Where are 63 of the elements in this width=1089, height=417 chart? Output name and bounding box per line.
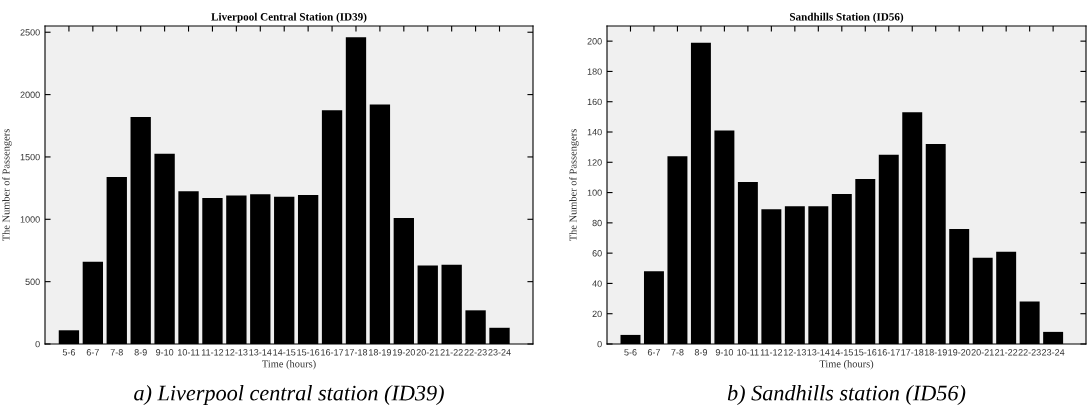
chart-title: Sandhills Station (ID56) (789, 12, 904, 23)
x-tick-label: 7-8 (110, 349, 123, 356)
x-tick-label: 20-21 (971, 349, 994, 356)
y-tick-label: 1000 (20, 216, 40, 223)
x-tick-label: 15-16 (854, 349, 877, 356)
x-tick-label: 6-7 (86, 349, 99, 356)
y-tick-label: 120 (587, 159, 602, 166)
x-tick-label: 16-17 (877, 349, 900, 356)
y-tick-label: 1500 (20, 153, 40, 161)
y-tick-label: 40 (592, 280, 602, 287)
x-tick-label: 8-9 (134, 349, 147, 356)
x-tick-label: 18-19 (924, 349, 947, 356)
x-tick-label: 21-22 (440, 349, 463, 356)
y-tick-label: 500 (25, 278, 40, 286)
x-tick-label: 11-12 (201, 349, 224, 356)
x-tick-label: 22-23 (1018, 349, 1041, 356)
x-tick-label: 19-20 (392, 349, 416, 356)
x-tick-label: 6-7 (647, 349, 661, 356)
x-tick-label: 17-18 (345, 349, 368, 356)
x-tick-label: 22-23 (464, 349, 487, 356)
y-axis-title: The Number of Passengers (2, 129, 12, 242)
x-tick-label: 15-16 (297, 349, 320, 356)
x-tick-label: 19-20 (948, 349, 971, 356)
x-tick-label: 18-19 (369, 349, 392, 356)
x-tick-label: 20-21 (416, 349, 439, 356)
x-tick-label: 10-11 (178, 349, 200, 356)
x-tick-label: 5-6 (62, 349, 76, 356)
x-tick-label: 13-14 (807, 349, 830, 356)
y-tick-label: 2500 (20, 29, 40, 36)
x-tick-label: 23-24 (488, 349, 511, 356)
y-tick-label: 0 (597, 340, 602, 348)
text: a) Liverpool central station (ID39) (134, 384, 444, 406)
y-tick-label: 60 (592, 250, 602, 257)
y-tick-label: 160 (587, 98, 602, 106)
x-tick-label: 7-8 (671, 349, 684, 356)
x-tick-label: 13-14 (249, 349, 272, 356)
x-tick-label: 12-13 (225, 349, 248, 356)
x-tick-label: 23-24 (1042, 349, 1065, 356)
x-tick-label: 9-10 (715, 349, 734, 356)
x-tick-label: 9-10 (156, 349, 174, 356)
x-tick-label: 16-17 (321, 349, 344, 356)
y-axis-title: The Number of Passengers (569, 129, 579, 242)
x-axis-title: Time (hours) (262, 360, 316, 370)
x-tick-label: 10-11 (737, 349, 759, 356)
x-axis-title: Time (hours) (819, 360, 874, 370)
y-tick-label: 100 (587, 189, 602, 196)
x-tick-label: 8-9 (694, 349, 708, 356)
x-tick-label: 12-13 (783, 349, 806, 356)
x-tick-label: 14-15 (273, 349, 296, 356)
y-tick-label: 20 (592, 310, 602, 318)
y-tick-label: 140 (587, 128, 602, 136)
x-tick-label: 17-18 (901, 349, 924, 356)
y-tick-label: 2000 (20, 91, 40, 98)
y-tick-label: 80 (592, 219, 602, 227)
x-tick-label: 21-22 (995, 349, 1018, 356)
x-tick-label: 5-6 (624, 349, 637, 356)
chart-title: Liverpool Central Station (ID39) (211, 12, 367, 23)
y-tick-label: 0 (35, 340, 40, 348)
y-tick-label: 200 (587, 38, 602, 45)
y-tick-label: 180 (587, 68, 602, 75)
x-tick-label: 11-12 (760, 349, 783, 356)
text: b) Sandhills station (ID56) (727, 384, 966, 406)
x-tick-label: 14-15 (830, 349, 853, 356)
